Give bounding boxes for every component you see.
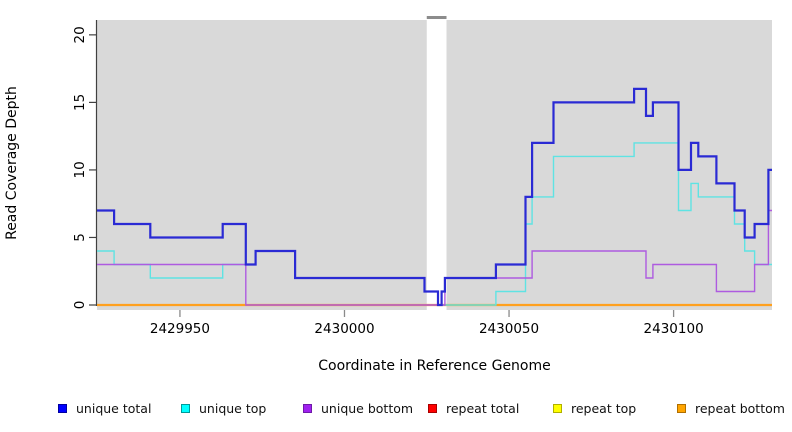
series-unique-bottom <box>97 209 772 306</box>
y-tick-label: 15 <box>72 94 88 111</box>
legend-swatch-repeat-top <box>553 403 562 413</box>
x-axis-title: Coordinate in Reference Genome <box>318 358 551 374</box>
legend-entry-repeat-bottom: repeat bottom <box>677 398 785 418</box>
series-unique-total <box>97 87 772 307</box>
x-tick-label: 2430000 <box>314 321 374 337</box>
x-tick-label: 2430100 <box>644 321 704 337</box>
legend-label: unique top <box>199 400 267 416</box>
legend-swatch-unique-total <box>58 403 67 413</box>
y-axis-title: Read Coverage Depth <box>4 86 20 240</box>
y-tick-label: 5 <box>72 233 88 242</box>
y-tick-label: 0 <box>72 301 88 310</box>
legend-label: repeat bottom <box>695 400 785 416</box>
legend-entry-repeat-total: repeat total <box>428 398 519 418</box>
y-tick-label: 20 <box>72 26 88 43</box>
y-tick-label: 10 <box>72 161 88 178</box>
legend-entry-unique-bottom: unique bottom <box>303 398 413 418</box>
x-tick-label: 2429950 <box>150 321 210 337</box>
coverage-gap-band <box>426 20 447 310</box>
x-tick-label: 2430050 <box>479 321 539 337</box>
legend-entry-unique-total: unique total <box>58 398 151 418</box>
legend-entry-unique-top: unique top <box>181 398 266 418</box>
gap-top-tick <box>426 16 447 19</box>
legend-label: unique total <box>76 400 152 416</box>
legend-label: unique bottom <box>321 400 414 416</box>
legend-swatch-unique-top <box>181 403 190 413</box>
legend-label: repeat total <box>446 400 520 416</box>
legend-entry-repeat-top: repeat top <box>553 398 636 418</box>
legend-swatch-repeat-bottom <box>677 403 686 413</box>
legend-swatch-repeat-total <box>428 403 437 413</box>
legend-label: repeat top <box>571 400 637 416</box>
legend: unique total unique top unique bottom repea… <box>0 398 792 422</box>
legend-swatch-unique-bottom <box>303 403 312 413</box>
